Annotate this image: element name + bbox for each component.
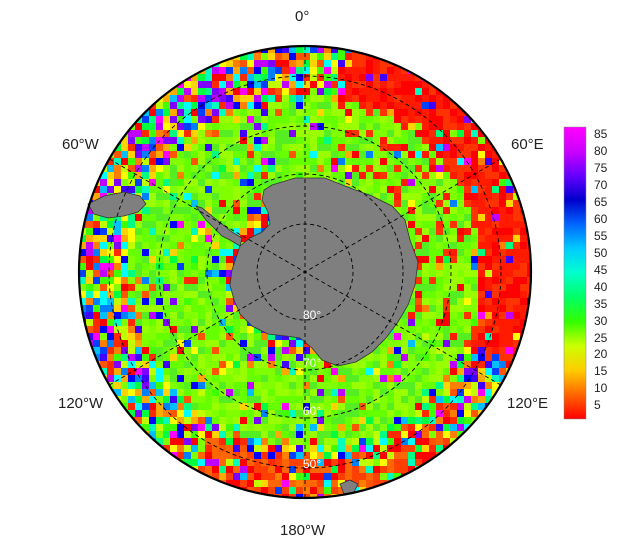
- meridian-60e-120w: [109, 158, 501, 386]
- map-boundary: [77, 44, 533, 500]
- south-america-tip: [87, 191, 147, 219]
- colorbar-tick-label: 15: [594, 364, 608, 379]
- colorbar-tick-label: 50: [594, 245, 608, 260]
- latitude-label-60: 60°: [303, 404, 321, 418]
- antarctica-landmass: [87, 177, 419, 495]
- longitude-label-120w: 120°W: [58, 395, 104, 412]
- colorbar-tick-label: 25: [594, 330, 608, 345]
- colorbar-tick-label: 45: [594, 262, 608, 277]
- colorbar-tick-label: 40: [594, 279, 608, 294]
- longitude-label-60e: 60°E: [511, 136, 544, 153]
- colorbar-tick-label: 35: [594, 296, 608, 311]
- longitude-label-120e: 120°E: [507, 395, 549, 412]
- longitude-label-60w: 60°W: [62, 136, 99, 153]
- latitude-label-50: 50°: [303, 457, 321, 471]
- latitude-label-80: 80°: [303, 308, 321, 322]
- colorbar-tick-label: 80: [594, 143, 608, 158]
- colorbar-tick-label: 10: [594, 381, 608, 396]
- colorbar-tick-label: 30: [594, 313, 608, 328]
- latitude-circle-70: [206, 173, 404, 371]
- antarctica: [229, 177, 419, 367]
- colorbar-tick-label: 55: [594, 228, 608, 243]
- colorbar-tick-label: 20: [594, 347, 608, 362]
- colorbar-tick-label: 5: [594, 398, 601, 413]
- longitude-label-0: 0°: [295, 8, 310, 25]
- new-zealand-island: [339, 479, 359, 495]
- colorbar-tick-label: 85: [594, 126, 608, 141]
- colorbar-tick-label: 70: [594, 177, 608, 192]
- colorbar-tick-label: 75: [594, 160, 608, 175]
- colorbar-tick-label: 60: [594, 211, 608, 226]
- colorbar-tick-label: 65: [594, 194, 608, 209]
- latitude-label-70: 70°: [303, 356, 321, 370]
- longitude-label-180w: 180°W: [280, 522, 326, 539]
- latitude-circle-50: [108, 75, 502, 469]
- graticule: [108, 46, 502, 498]
